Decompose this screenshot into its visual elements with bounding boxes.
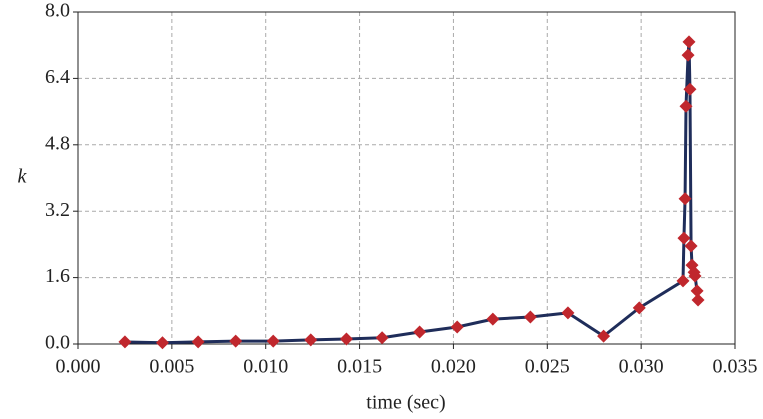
x-tick-label: 0.025 — [525, 356, 570, 378]
data-point — [339, 332, 353, 346]
y-tick-label: 8.0 — [45, 0, 70, 22]
data-point — [155, 336, 169, 350]
data-point — [597, 329, 611, 343]
data-point — [304, 333, 318, 347]
data-point — [682, 35, 696, 49]
x-tick-label: 0.000 — [56, 356, 101, 378]
data-point — [191, 335, 205, 349]
y-tick-label: 6.4 — [45, 66, 70, 88]
data-point — [375, 331, 389, 345]
x-tick-label: 0.010 — [243, 356, 288, 378]
data-point — [450, 320, 464, 334]
data-point — [681, 48, 695, 62]
plot-frame — [77, 11, 736, 345]
data-point — [413, 325, 427, 339]
x-tick-label: 0.015 — [337, 356, 382, 378]
data-point — [688, 269, 702, 283]
data-point — [683, 82, 697, 96]
data-point — [523, 310, 537, 324]
y-tick-label: 0.0 — [45, 332, 70, 354]
x-tick-label: 0.030 — [619, 356, 664, 378]
x-axis-label: time (sec) — [366, 392, 445, 414]
y-tick-label: 1.6 — [45, 265, 70, 287]
y-tick-label: 3.2 — [45, 199, 70, 221]
data-point — [690, 284, 704, 298]
series-line — [124, 40, 700, 345]
data-point — [678, 192, 692, 206]
data-point — [677, 231, 691, 245]
y-axis-label: k — [18, 166, 28, 188]
x-tick-label: 0.020 — [431, 356, 476, 378]
x-tick-label: 0.035 — [713, 356, 758, 378]
data-point — [684, 239, 698, 253]
y-tick-label: 4.8 — [45, 132, 70, 154]
data-point — [561, 306, 575, 320]
data-point — [118, 335, 132, 349]
data-point — [229, 334, 243, 348]
data-point — [266, 334, 280, 348]
x-tick-label: 0.005 — [149, 356, 194, 378]
data-point — [691, 293, 705, 307]
data-point — [486, 312, 500, 326]
data-point — [676, 274, 690, 288]
data-point — [632, 301, 646, 315]
data-point — [679, 99, 693, 113]
